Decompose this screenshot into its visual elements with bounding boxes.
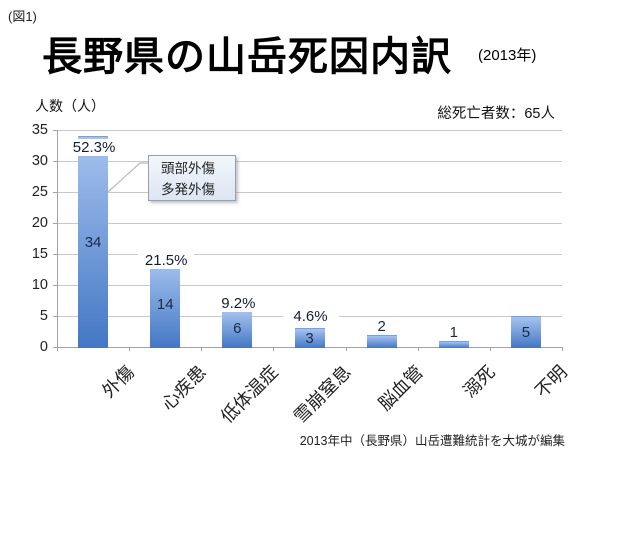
y-tick-label: 15 (31, 246, 48, 262)
x-axis-tick (57, 347, 58, 351)
bar-value-label: 34 (84, 233, 102, 251)
x-axis-tick (562, 347, 563, 351)
gridline (57, 130, 562, 131)
bar-不明 (510, 316, 541, 348)
bar-溺死 (438, 340, 469, 348)
bar-外傷 (78, 136, 109, 348)
total-deaths-note: 総死亡者数：65人 (437, 106, 555, 122)
gridline (57, 223, 562, 224)
y-tick-label: 10 (31, 277, 48, 293)
y-tick-label: 20 (31, 215, 48, 231)
gridline (57, 161, 562, 162)
bar-心疾患 (150, 260, 181, 348)
annotation-line-2: 多発外傷 (161, 182, 215, 197)
y-axis-tick (53, 192, 57, 193)
bar-value-label: 1 (449, 323, 458, 341)
bar-percent-label: 9.2% (210, 294, 267, 312)
bar-percent-label: 21.5% (138, 252, 195, 270)
y-tick-label: 35 (31, 122, 48, 138)
source-note: 2013年中（長野県）山岳遭難統計を大城が編集 (299, 434, 565, 448)
y-axis-tick (53, 130, 57, 131)
x-axis-tick (489, 347, 491, 351)
x-axis-tick (345, 347, 347, 351)
bar-雪崩窒息 (294, 328, 325, 348)
x-axis-tick (417, 347, 419, 351)
y-axis-tick (53, 223, 57, 224)
y-axis-tick (53, 285, 57, 286)
bar-percent-label: 4.6% (282, 308, 339, 326)
bar-value-label: 6 (233, 320, 242, 338)
bar-脳血管 (366, 334, 397, 348)
annotation-callout: 頭部外傷 多発外傷 (148, 155, 236, 201)
y-axis-line (57, 130, 58, 351)
y-axis-tick (53, 161, 57, 162)
y-tick-label: 30 (31, 153, 48, 169)
page-title: 長野県の山岳死因内訳 (42, 35, 452, 79)
bar-value-label: 14 (156, 295, 174, 313)
y-axis-tick (53, 316, 57, 317)
gridline (57, 285, 562, 286)
bar-value-label: 5 (521, 323, 531, 341)
y-axis-tick (53, 254, 57, 255)
y-axis-title: 人数（人） (35, 98, 105, 114)
bar-value-label: 2 (377, 317, 386, 335)
title-year-note: (2013年) (478, 47, 537, 64)
figure-label: (図1) (8, 9, 37, 24)
gridline (57, 254, 562, 255)
bar-chart: 0 5 10 15 20 25 30 35 34 52.3% 外傷 14 21.5% 心疾患 6 9.2% 低体… (31, 122, 571, 427)
bar-percent-label: 52.3% (66, 139, 123, 157)
x-axis-tick (129, 347, 131, 351)
bar-value-label: 3 (305, 329, 314, 347)
y-tick-label: 25 (31, 184, 48, 200)
annotation-line-1: 頭部外傷 (161, 161, 215, 176)
x-axis-tick (273, 347, 275, 351)
x-axis-tick (201, 347, 203, 351)
y-axis-tick (53, 347, 57, 348)
y-tick-label: 5 (39, 308, 48, 324)
y-tick-label: 0 (39, 339, 48, 355)
gridline (57, 192, 562, 193)
